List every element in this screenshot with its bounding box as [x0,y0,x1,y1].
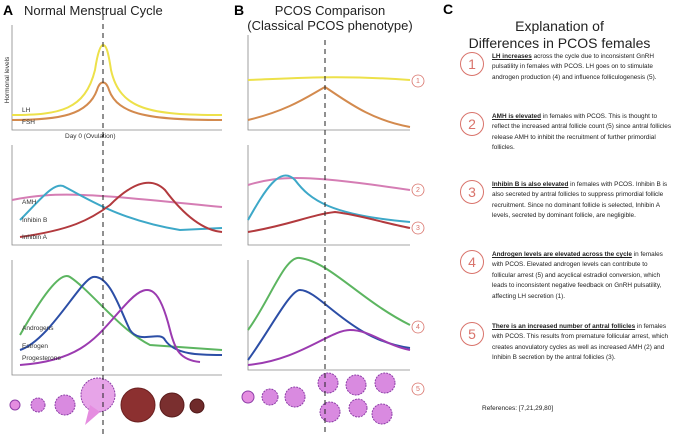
marker: 5 [416,386,420,393]
curves [11,43,411,366]
y-axis-label: Hormonal levels [4,56,11,103]
item-body: in females with PCOS. Elevated androgen … [492,251,663,300]
item-number: 2 [460,112,484,136]
curve-label: Estrogen [22,343,48,350]
panel-letter: C [443,1,454,17]
item-text: Inhibin B is also elevated in females wi… [492,180,672,222]
panel-title: Explanation of [515,18,604,34]
item: 3 Inhibin B is also elevated in females w… [460,180,675,240]
item-lead: Androgen levels are elevated across the … [492,251,632,258]
item: 2 AMH is elevated in females with PCOS. T… [460,112,675,172]
item-lead: There is an increased number of antral f… [492,323,636,330]
item-text: LH increases across the cycle due to inc… [492,52,672,83]
curve-label: Androgens [22,325,54,332]
curve-label: LH [22,107,31,114]
curve-label: Progesterone [22,355,61,362]
panel-c: C Explanation of Differences in PCOS fem… [440,0,679,438]
curve-label: Inhibin B [22,217,47,224]
marker: 1 [416,78,420,85]
item-body: in females with PCOS. This results from … [492,323,669,362]
item-number: 1 [460,52,484,76]
references: References: [7,21,29,80] [482,405,554,412]
item-text: There is an increased number of antral f… [492,322,672,364]
panels-ab: A Normal Menstrual Cycle B PCOS Comparis… [3,2,425,435]
item: 1 LH increases across the cycle due to in… [460,52,675,112]
panel-title: Normal Menstrual Cycle [24,3,163,18]
item-body: in females with PCOS. Inhibin B is also … [492,181,668,220]
item-body: across the cycle due to inconsistent GnR… [492,53,657,81]
item-number: 4 [460,250,484,274]
item-text: Androgen levels are elevated across the … [492,250,672,302]
item-text: AMH is elevated in females with PCOS. Th… [492,112,672,154]
curve-label: Inhibin A [22,234,48,241]
x-axis-label: Day 0 (Ovulation) [65,133,116,140]
panel-letter: A [3,2,13,18]
item-body: in females with PCOS. This is thought to… [492,113,672,152]
curve-label: FSH [22,119,35,126]
curve-label: AMH [22,199,37,206]
panel-title: PCOS Comparison [275,3,386,18]
marker: 3 [416,225,420,232]
marker: 4 [416,324,420,331]
item-lead: AMH is elevated [492,113,542,120]
panel-subtitle: (Classical PCOS phenotype) [247,18,412,33]
follicles [9,372,396,425]
item: 4 Androgen levels are elevated across the… [460,250,675,310]
markers: 1 2 3 4 5 [411,74,425,396]
item-lead: Inhibin B is also elevated [492,181,569,188]
item-lead: LH increases [492,53,532,60]
item-number: 5 [460,322,484,346]
item: 5 There is an increased number of antral … [460,322,675,382]
panel-letter: B [234,2,244,18]
panel-title: Differences in PCOS females [468,35,651,51]
frames [11,25,410,376]
item-number: 3 [460,180,484,204]
marker: 2 [416,187,420,194]
